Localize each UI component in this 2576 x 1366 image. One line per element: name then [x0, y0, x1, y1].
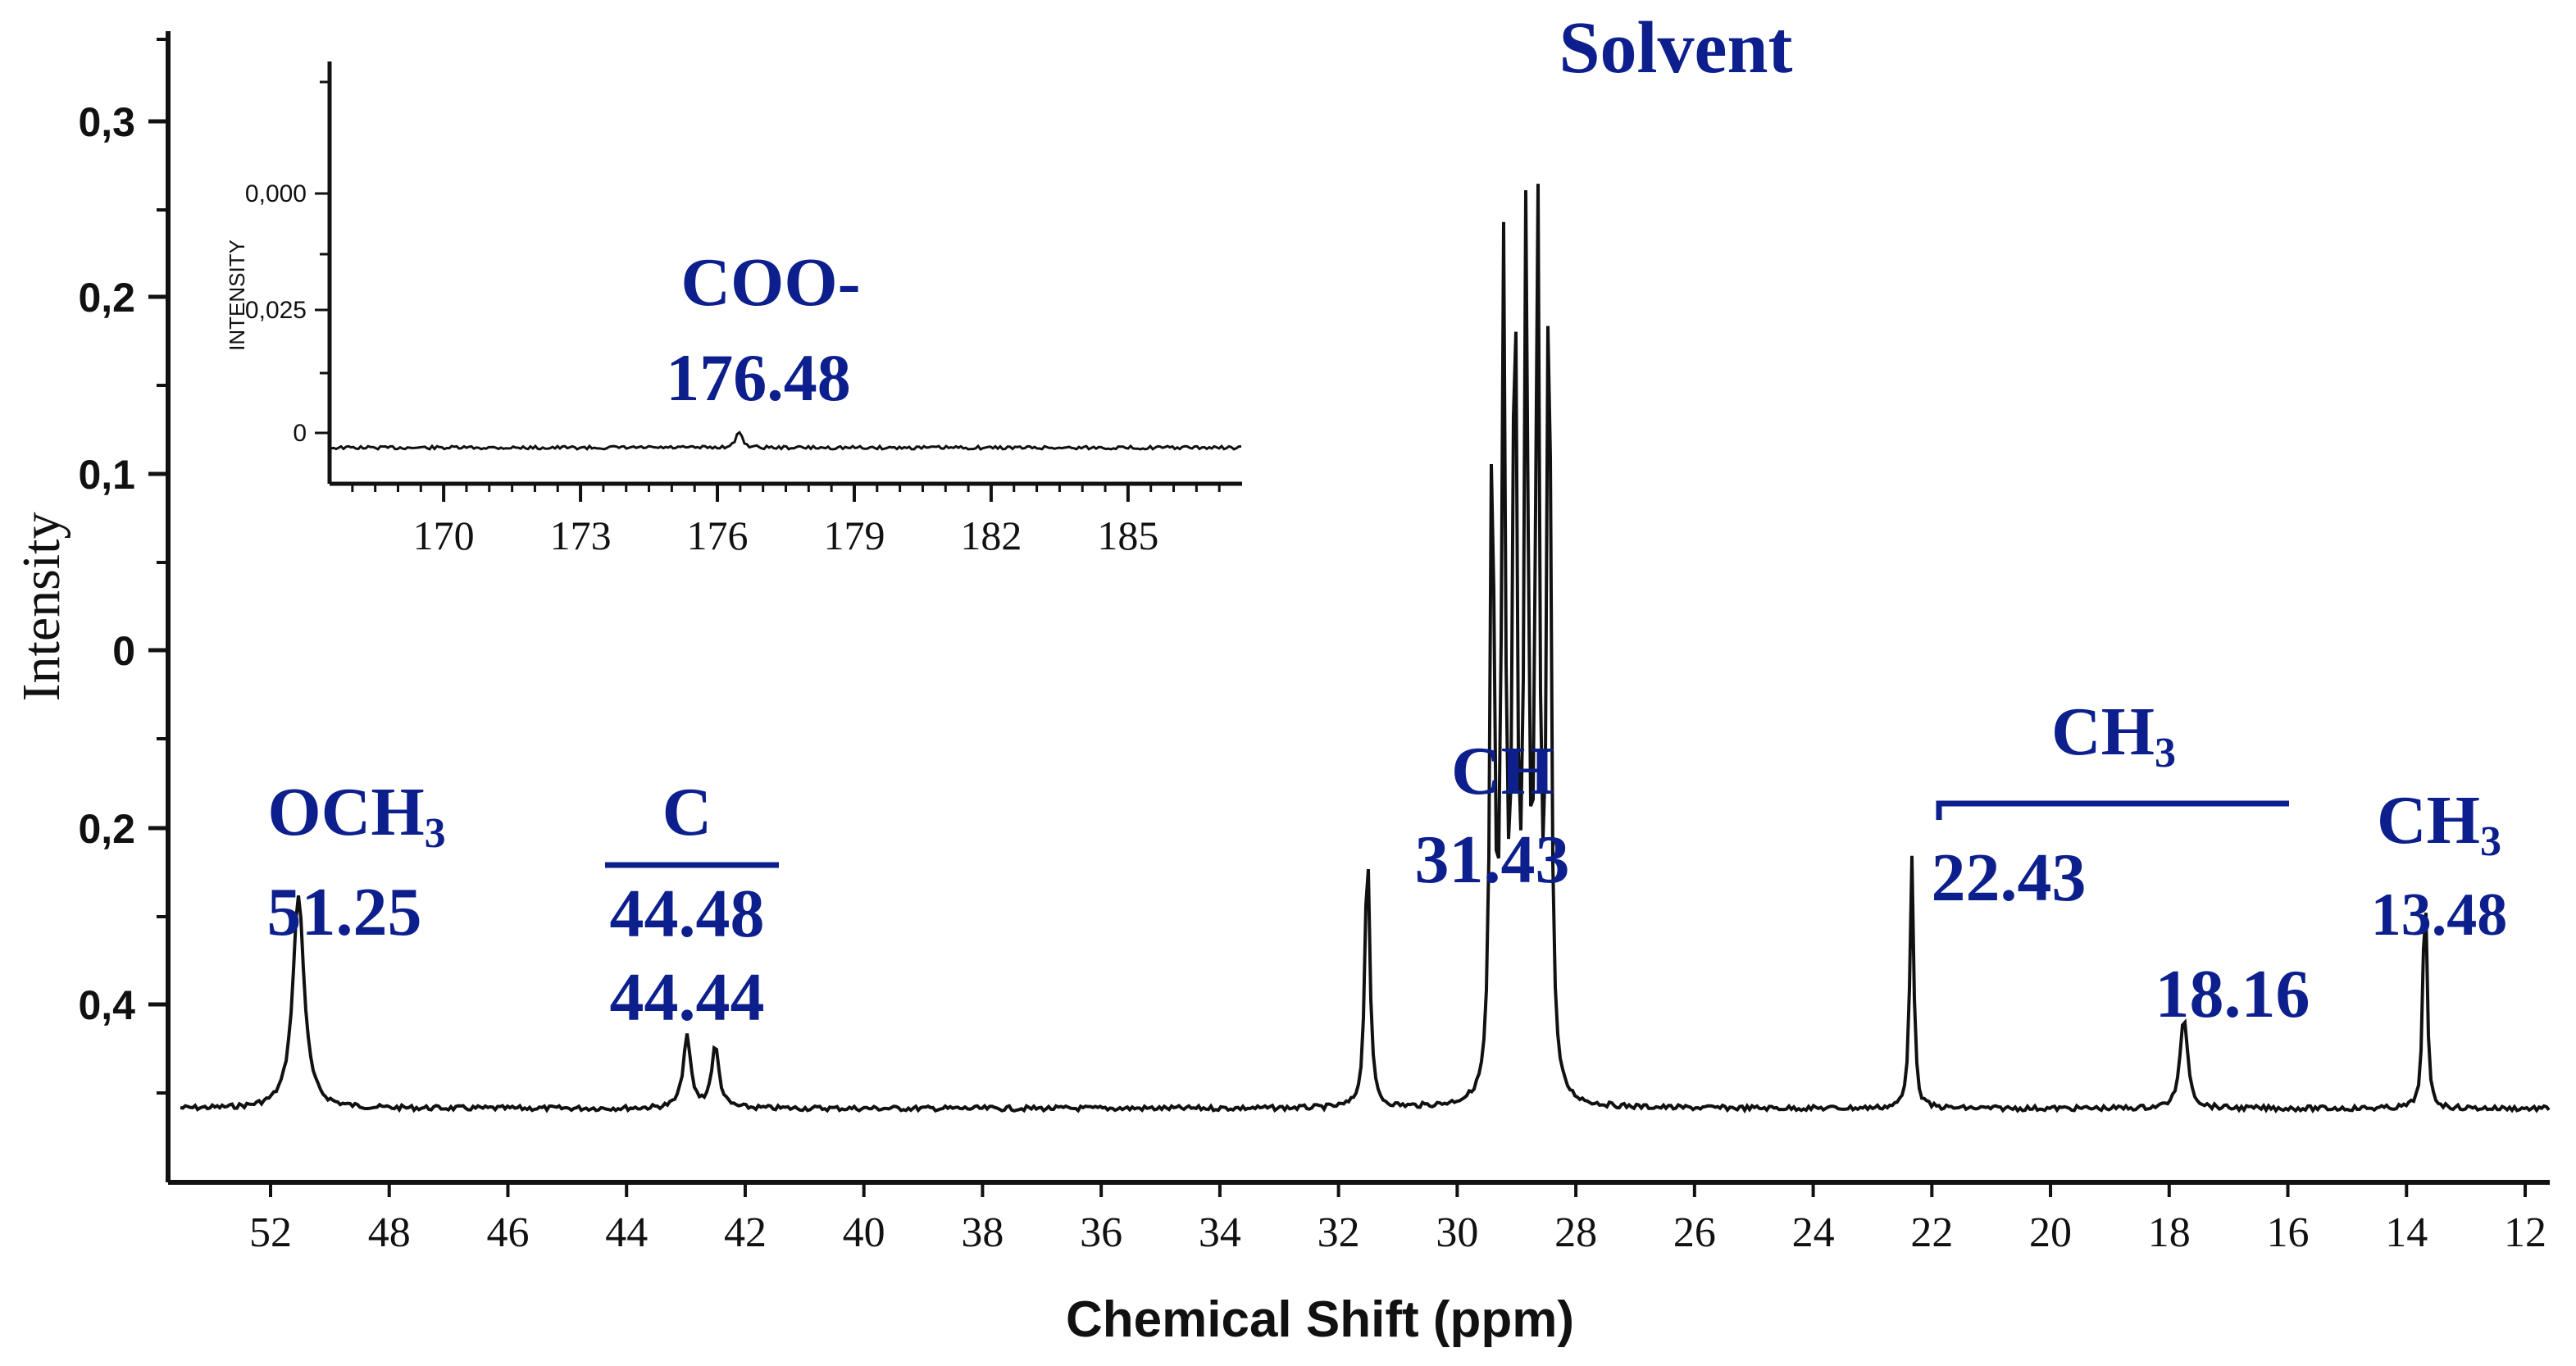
c-group-label: C [662, 774, 712, 850]
main-axes: 0,3 0,2 0,1 0 0,2 0,4 52 48 46 44 42 40 38 36 34 32 30 28… [78, 31, 2550, 1256]
x-tick-label: 40 [843, 1209, 885, 1256]
x-tick-label: 18 [2148, 1209, 2191, 1256]
y-tick-label: 0,1 [78, 452, 135, 498]
x-tick-label: 16 [2267, 1209, 2310, 1256]
x-tick-label: 30 [1436, 1209, 1478, 1256]
coo-group-label: COO- [680, 244, 860, 321]
terminal-ch3-group-label: CH3 [2377, 782, 2501, 865]
inset-x-tick-label: 170 [413, 512, 475, 558]
x-tick-label: 44 [605, 1209, 648, 1256]
y-tick-label: 0,2 [78, 806, 135, 852]
inset-x-tick-label: 173 [550, 512, 612, 558]
x-tick-label: 24 [1792, 1209, 1835, 1256]
inset-x-tick-label: 176 [687, 512, 749, 558]
inset-y-axis-title: INTENSITY [225, 239, 249, 351]
ch3-group-label: CH3 [2051, 694, 2176, 776]
inset-y-tick-label: 0,000 [245, 180, 307, 207]
y-tick-label: 0 [112, 628, 135, 674]
x-tick-label: 52 [249, 1209, 292, 1256]
ch3-bracket-line [1936, 800, 2289, 820]
c-shift-value-2: 44.44 [610, 959, 765, 1036]
x-tick-label: 22 [1910, 1209, 1953, 1256]
x-axis-title: Chemical Shift (ppm) [1066, 1291, 1574, 1348]
x-tick-label: 46 [486, 1209, 529, 1256]
x-tick-label: 14 [2385, 1209, 2428, 1256]
inset-chart: 0,000 0,025 0 INTENSITY 170 173 176 179 182 185 CO… [225, 61, 1242, 558]
x-tick-label: 12 [2504, 1209, 2546, 1256]
inset-x-tick-label: 185 [1097, 512, 1158, 558]
x-tick-label: 38 [961, 1209, 1004, 1256]
spectrum-trace [180, 184, 2551, 1114]
x-tick-label: 36 [1080, 1209, 1122, 1256]
ch3-shift-value-2: 18.16 [2155, 956, 2310, 1032]
inset-y-tick-label: 0 [293, 420, 307, 447]
x-tick-label: 48 [368, 1209, 411, 1256]
x-tick-label: 28 [1554, 1209, 1597, 1256]
coo-shift-value: 176.48 [666, 340, 851, 415]
y-axis-title: Intensity [11, 512, 71, 702]
inset-y-tick-label: 0,025 [245, 297, 307, 324]
inset-x-tick-label: 182 [960, 512, 1022, 558]
och3-group-label: OCH3 [267, 774, 445, 857]
och3-shift-value: 51.25 [267, 874, 422, 950]
x-tick-label: 20 [2029, 1209, 2072, 1256]
x-tick-label: 34 [1199, 1209, 1241, 1256]
ch3-shift-value-1: 22.43 [1932, 840, 2087, 916]
x-tick-label: 26 [1673, 1209, 1716, 1256]
ch-shift-value: 31.43 [1415, 822, 1570, 898]
y-tick-label: 0,4 [78, 982, 135, 1028]
ch-group-label: CH [1451, 733, 1554, 809]
y-tick-label: 0,3 [78, 99, 135, 145]
terminal-ch3-shift-value: 13.48 [2371, 881, 2508, 949]
x-tick-label: 42 [724, 1209, 767, 1256]
inset-spectrum-trace [330, 430, 1242, 451]
y-tick-label: 0,2 [78, 275, 135, 321]
x-tick-label: 32 [1318, 1209, 1360, 1256]
c-shift-value-1: 44.48 [610, 876, 765, 952]
inset-x-tick-label: 179 [823, 512, 885, 558]
solvent-label: Solvent [1559, 7, 1792, 89]
